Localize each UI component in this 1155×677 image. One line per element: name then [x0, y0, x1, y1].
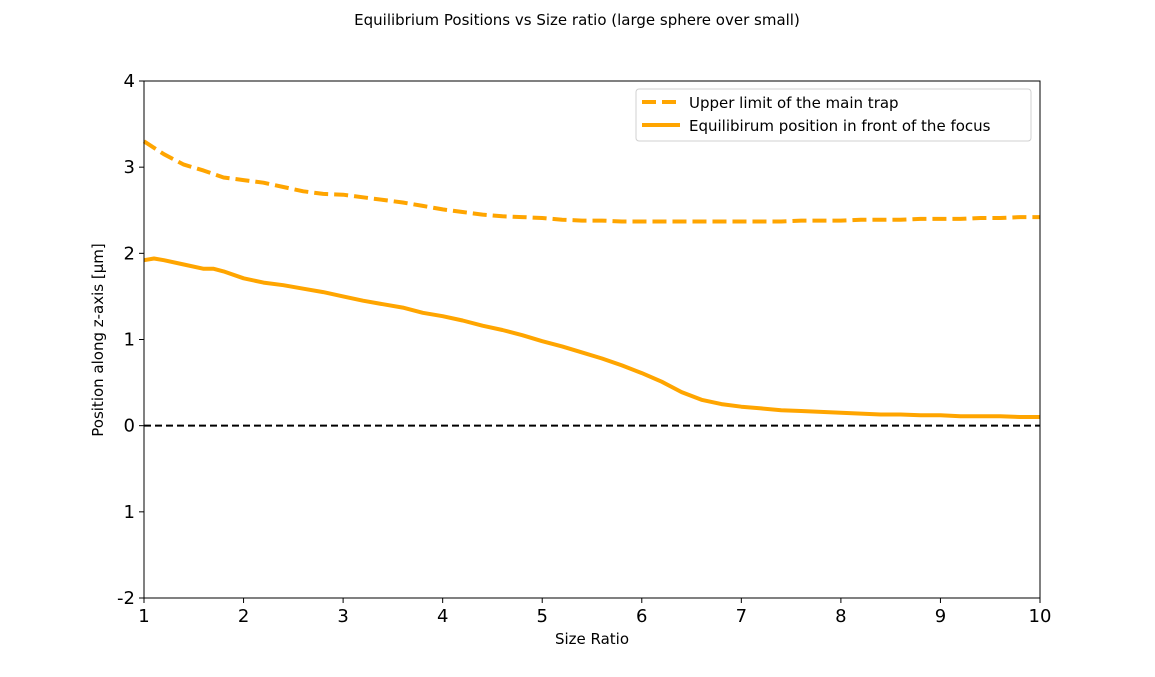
x-tick-label: 4	[437, 606, 448, 627]
x-tick-label: 3	[337, 606, 348, 627]
x-tick-label: 7	[736, 606, 747, 627]
y-tick-label: 1	[124, 502, 135, 523]
legend-box	[635, 88, 1032, 142]
x-tick-label: 8	[835, 606, 846, 627]
x-tick-label: 6	[636, 606, 647, 627]
plot-area	[142, 139, 1040, 427]
y-tick-label: 1	[124, 330, 135, 351]
y-tick-label: -2	[117, 588, 135, 609]
legend-label-upper-limit: Upper limit of the main trap	[689, 94, 899, 112]
axes-frame	[143, 80, 1041, 599]
x-tick-label: 5	[536, 606, 547, 627]
series-line-equilibrium	[143, 256, 1040, 419]
x-axis-label: Size Ratio	[555, 630, 629, 648]
y-axis-label: Position along z-axis [μm]	[89, 243, 107, 436]
y-tick-label: 3	[124, 157, 135, 178]
y-tick-label: 4	[124, 71, 135, 92]
x-tick-label: 10	[1029, 606, 1052, 627]
y-tick-label: 2	[124, 243, 135, 264]
legend-label-equilibrium: Equilibirum position in front of the foc…	[689, 117, 991, 135]
x-tick-label: 9	[935, 606, 946, 627]
x-tick-label: 2	[238, 606, 249, 627]
y-tick-label: 0	[124, 416, 135, 437]
x-tick-label: 1	[138, 606, 149, 627]
series-line-upper-limit	[142, 139, 1040, 224]
legend: Upper limit of the main trap Equilibirum…	[635, 88, 1032, 142]
chart-title: Equilibrium Positions vs Size ratio (lar…	[354, 11, 800, 29]
